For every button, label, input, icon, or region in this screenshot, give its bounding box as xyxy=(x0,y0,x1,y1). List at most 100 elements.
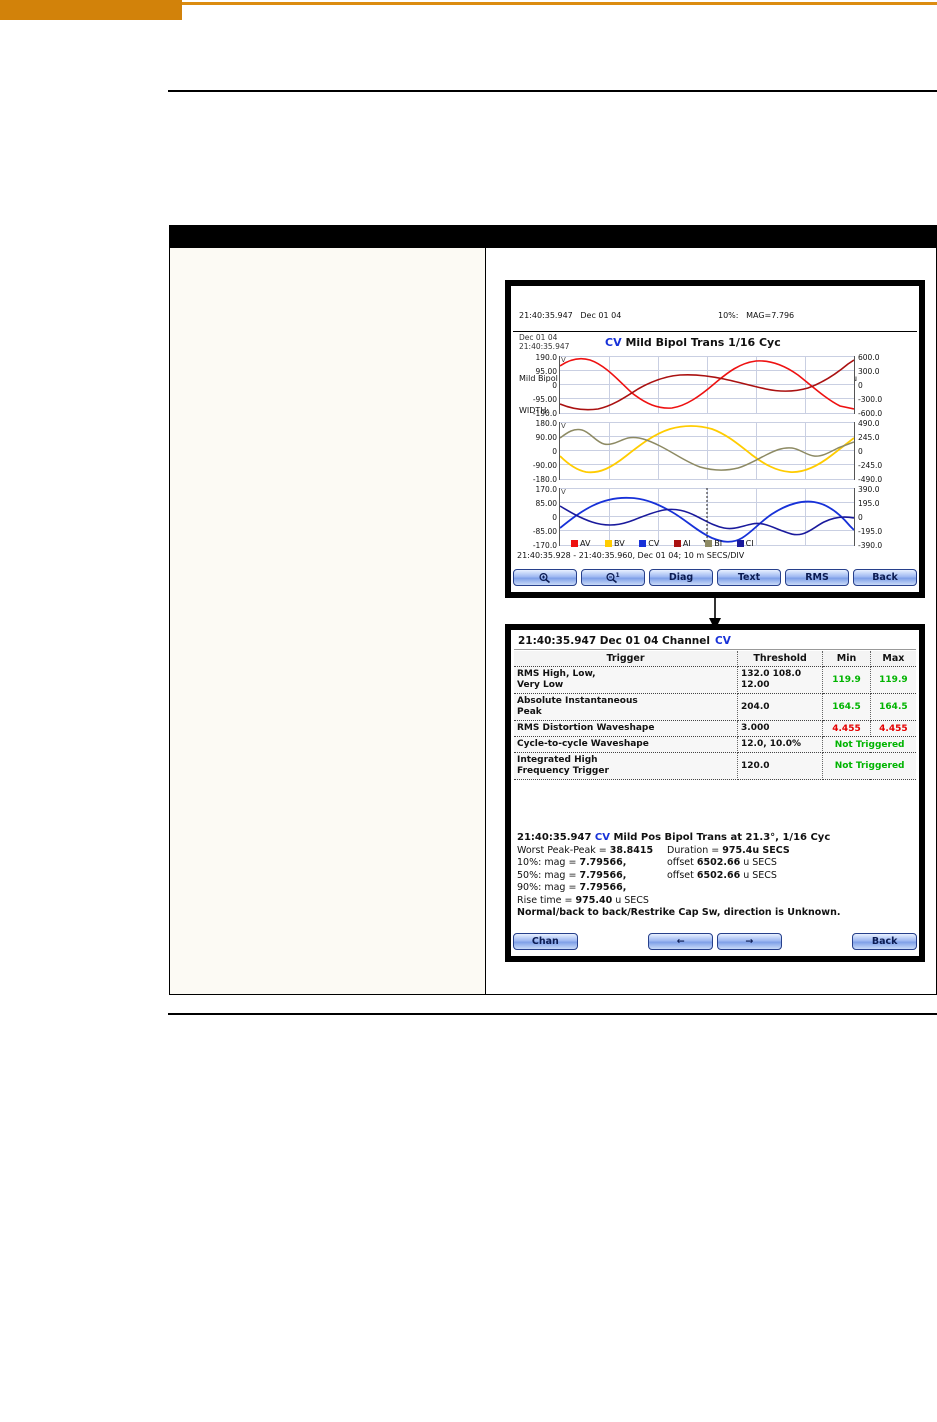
waveform-header-text: 21:40:35.947 Dec 01 04 Channel : CV Mild… xyxy=(513,288,917,415)
legend-item: BV xyxy=(604,539,625,548)
header-accent-rule xyxy=(182,2,937,5)
offset10-unit: u SECS xyxy=(740,857,777,868)
table-row[interactable]: RMS High, Low, Very Low 132.0 108.0 12.0… xyxy=(514,666,916,694)
legend-label: AV xyxy=(580,539,591,548)
back-button[interactable]: Back xyxy=(853,569,917,586)
cell-status: Not Triggered xyxy=(822,736,916,753)
waveform-device-screen: 21:40:35.947 Dec 01 04 Channel : CV Mild… xyxy=(505,280,925,598)
legend-item: CV xyxy=(639,539,659,548)
cell-threshold: 204.0 xyxy=(737,693,824,721)
waveform-ytick-right: -390.0 xyxy=(858,541,883,550)
next-button[interactable]: → xyxy=(717,933,782,950)
prev-button[interactable]: ← xyxy=(648,933,714,950)
waveform-ytick-left: 90.00 xyxy=(535,433,557,442)
page-header xyxy=(0,0,937,22)
summary-description: Mild Pos Bipol Trans at 21.3°, 1/16 Cyc xyxy=(613,832,831,843)
cell-trigger: Absolute Instantaneous Peak xyxy=(514,693,739,721)
table-row[interactable]: RMS Distortion Waveshape 3.000 4.455 4.4… xyxy=(514,720,916,737)
waveform-ytick-left: -85.00 xyxy=(532,527,557,536)
waveform-ytick-left: 190.0 xyxy=(535,353,557,362)
detail-header-time: 21:40:35.947 Dec 01 04 Channel xyxy=(518,635,710,647)
legend-item: BI xyxy=(705,539,722,548)
waveform-button-bar[interactable]: 1 Diag Text RMS Back xyxy=(513,569,917,586)
spacer-left xyxy=(582,933,645,950)
mag10-value: 7.79566, xyxy=(579,857,627,868)
chan-button[interactable]: Chan xyxy=(513,933,578,950)
waveform-ytick-right: 600.0 xyxy=(858,353,880,362)
figure-title-bar xyxy=(170,226,936,248)
legend-item: CI xyxy=(736,539,754,548)
text-button[interactable]: Text xyxy=(717,569,781,586)
cell-status: Not Triggered xyxy=(822,752,916,780)
mag10-label: 10%: mag = xyxy=(517,857,580,868)
worst-pk-pk-value: 38.8415 xyxy=(609,844,654,856)
content-bottom-rule xyxy=(168,1013,937,1015)
summary-line-3: 10%: mag = 7.79566, offset 6502.66 u SECS xyxy=(517,857,915,870)
legend-item: AV xyxy=(571,539,590,548)
cell-min: 4.455 xyxy=(822,720,871,737)
legend-label: CI xyxy=(745,539,754,548)
zoom-out-button[interactable]: 1 xyxy=(581,569,645,586)
header-accent-block xyxy=(0,0,182,20)
worst-pk-pk-label: Worst Peak-Peak = xyxy=(517,844,610,856)
waveform-ytick-right: -245.0 xyxy=(858,461,883,470)
summary-time: 21:40:35.947 xyxy=(517,832,592,843)
legend-swatch-bi xyxy=(705,540,713,547)
cell-threshold: 12.0, 10.0% xyxy=(737,736,824,753)
waveform-trace-panel-1 xyxy=(560,357,854,411)
diag-button[interactable]: Diag xyxy=(649,569,713,586)
waveform-panel-2 xyxy=(559,422,855,480)
summary-conclusion: Normal/back to back/Restrike Cap Sw, dir… xyxy=(517,907,841,918)
summary-line-1: 21:40:35.947 CV Mild Pos Bipol Trans at … xyxy=(517,832,915,845)
legend-label: AI xyxy=(682,539,691,548)
summary-line-4: 50%: mag = 7.79566, offset 6502.66 u SECS xyxy=(517,870,915,883)
waveform-title-text: Mild Bipol Trans 1/16 Cyc xyxy=(625,336,781,349)
cell-min: 164.5 xyxy=(822,693,871,721)
waveform-ytick-right: -600.0 xyxy=(858,409,883,418)
waveform-unit-panel-2: V xyxy=(561,422,566,430)
waveform-ytick-left: 180.0 xyxy=(535,419,557,428)
cell-max: 4.455 xyxy=(870,720,916,737)
summary-line-6: Rise time = 975.40 u SECS xyxy=(517,895,915,908)
legend-label: BI xyxy=(714,539,723,548)
waveform-header-right-line: 10%: MAG=7.796 xyxy=(718,311,795,320)
waveform-ytick-right: 0 xyxy=(858,513,863,522)
table-row[interactable]: Integrated High Frequency Trigger 120.0 … xyxy=(514,752,916,780)
table-row[interactable]: Cycle-to-cycle Waveshape 12.0, 10.0% Not… xyxy=(514,736,916,753)
mag90-label: 90%: mag = xyxy=(517,882,580,893)
offset50-value: 6502.66 xyxy=(696,869,741,881)
detail-back-button[interactable]: Back xyxy=(852,933,918,950)
summary-line-2: Worst Peak-Peak = 38.8415 Duration = 975.… xyxy=(517,845,915,858)
summary-line-5: 90%: mag = 7.79566, xyxy=(517,882,915,895)
column-header-threshold: Threshold xyxy=(737,651,824,667)
duration-value: 975.4u SECS xyxy=(722,844,790,856)
waveform-ytick-left: -190.0 xyxy=(532,409,557,418)
waveform-ytick-left: 95.00 xyxy=(535,367,557,376)
rms-button[interactable]: RMS xyxy=(785,569,849,586)
offset50-label: offset xyxy=(667,869,697,881)
cell-max: 164.5 xyxy=(870,693,916,721)
spacer-right xyxy=(786,933,849,950)
table-row[interactable]: Absolute Instantaneous Peak 204.0 164.5 … xyxy=(514,693,916,721)
waveform-ytick-right: 300.0 xyxy=(858,367,880,376)
detail-header: 21:40:35.947 Dec 01 04 Channel CV xyxy=(514,633,916,650)
waveform-title-row: Dec 01 04 21:40:35.947 CV Mild Bipol Tra… xyxy=(513,333,917,353)
zoom-in-icon xyxy=(538,572,552,584)
waveform-ytick-right: -490.0 xyxy=(858,475,883,484)
detail-button-bar[interactable]: Chan ← → Back xyxy=(513,933,918,950)
waveform-ytick-left: 85.00 xyxy=(535,499,557,508)
column-header-trigger: Trigger xyxy=(514,651,739,667)
waveform-ytick-right: -195.0 xyxy=(858,527,883,536)
legend-swatch-av xyxy=(571,540,578,547)
cell-threshold: 120.0 xyxy=(737,752,824,780)
detail-summary: 21:40:35.947 CV Mild Pos Bipol Trans at … xyxy=(517,832,915,920)
waveform-ytick-right: -300.0 xyxy=(858,395,883,404)
zoom-out-icon: 1 xyxy=(605,572,621,584)
column-header-min: Min xyxy=(822,651,871,667)
legend-swatch-cv xyxy=(639,540,647,547)
offset10-label: offset xyxy=(667,857,697,868)
zoom-in-button[interactable] xyxy=(513,569,577,586)
cell-min: 119.9 xyxy=(822,666,871,694)
waveform-timestamp-time: 21:40:35.947 xyxy=(519,342,570,351)
legend-label: CV xyxy=(648,539,660,548)
